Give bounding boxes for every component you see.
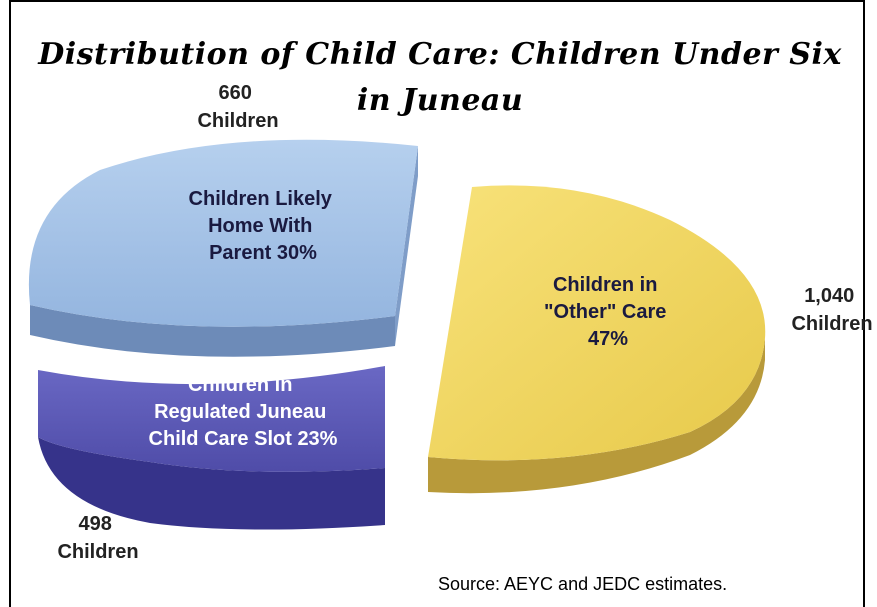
slice-regulated-care [38,366,385,472]
slice-label-home-with-parent: Children Likely Home With Parent 30% [189,188,338,264]
label-line: Child Care Slot 23% [149,428,338,450]
label-line: Children in [188,374,292,396]
slice-regulated-care-side [38,437,385,530]
slice-label-other-care: Children in "Other" Care 47% [544,274,672,350]
count-label-home-with-parent: 660 Children [197,82,278,132]
slice-other-care [428,185,766,461]
frame-top-border [9,0,865,2]
count-label-other-care: 1,040 Children [791,285,872,335]
slice-label-regulated-care: Children in Regulated Juneau Child Care … [149,374,338,450]
label-line: Parent 30% [209,242,317,264]
label-line: "Other" Care [544,301,666,323]
chart-title: Distribution of Child Care: Children Und… [38,37,842,118]
label-line: Children in [553,274,657,296]
count-unit: Children [197,110,278,132]
slice-other-care-side [428,338,765,494]
label-line: 47% [588,328,628,350]
count-unit: Children [57,541,138,563]
count-value: 660 [219,82,252,104]
label-line: Children Likely [189,188,333,210]
count-value: 1,040 [804,285,854,307]
source-note: Source: AEYC and JEDC estimates. [438,574,728,594]
count-label-regulated-care: 498 Children [57,513,138,563]
label-line: Regulated Juneau [154,401,326,423]
label-line: Home With [208,215,312,237]
slice-home-with-parent [28,139,418,327]
count-unit: Children [791,313,872,335]
count-value: 498 [79,513,112,535]
slice-home-with-parent-edge [395,146,418,346]
chart-frame [9,0,865,607]
slice-home-with-parent-side [30,305,395,357]
